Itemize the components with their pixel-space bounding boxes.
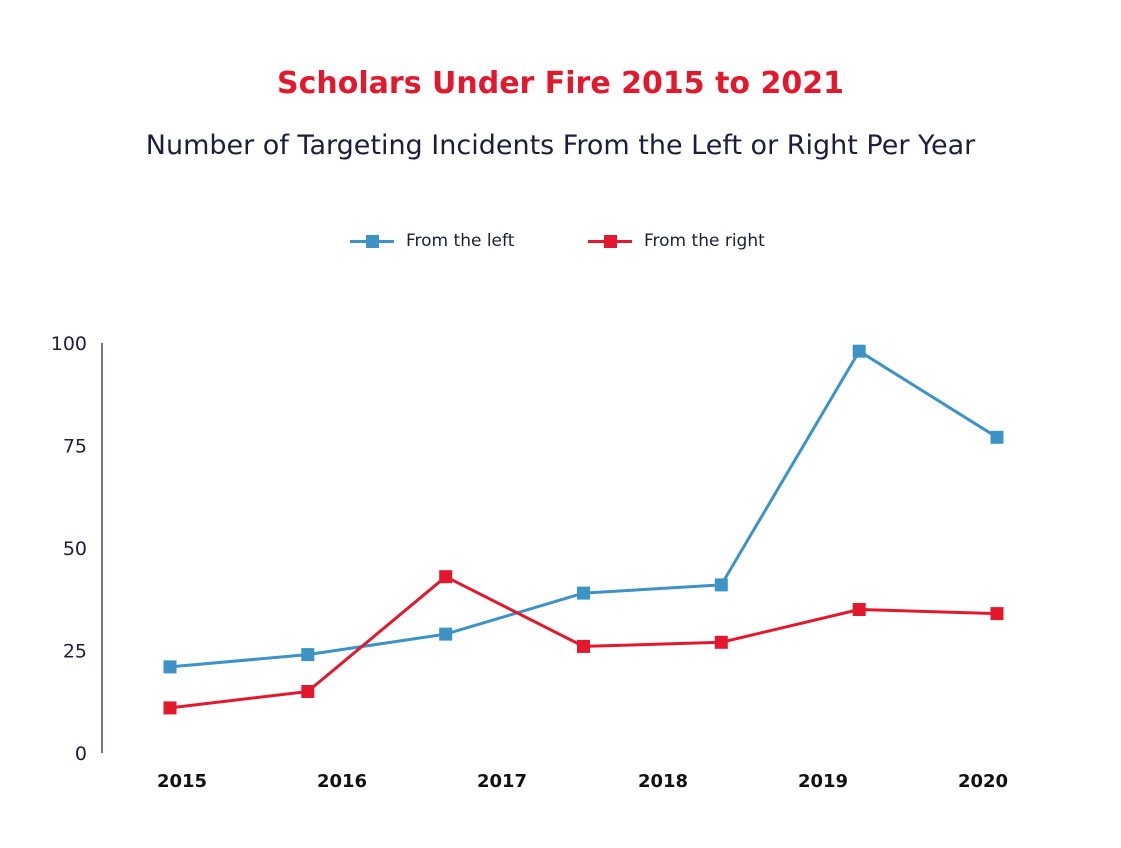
data-point — [439, 627, 453, 641]
series-right — [163, 570, 1004, 715]
data-point — [852, 603, 866, 616]
legend-label-left: From the left — [406, 231, 515, 251]
x-tick-label: 2017 — [477, 771, 527, 792]
data-point — [990, 607, 1004, 621]
y-tick-label: 50 — [63, 538, 87, 560]
y-tick-label: 0 — [75, 743, 87, 765]
chart-subtitle: Number of Targeting Incidents From the L… — [145, 130, 976, 161]
data-point — [852, 344, 866, 358]
data-point — [301, 685, 315, 698]
y-tick-label: 100 — [51, 333, 87, 355]
legend-item-right: From the right — [588, 226, 765, 256]
legend-item-left: From the left — [350, 226, 514, 256]
data-point — [301, 648, 315, 662]
data-point — [163, 701, 177, 715]
chart-axes: 0 25 50 75 100 2015 2016 2017 2018 2019 2020 — [51, 333, 1008, 792]
chart-series — [163, 344, 1004, 715]
x-tick-label: 2020 — [958, 771, 1008, 792]
x-tick-label: 2015 — [157, 771, 207, 792]
legend-swatch-right — [588, 226, 632, 256]
legend-label-right: From the right — [644, 231, 765, 251]
data-point — [439, 570, 453, 584]
data-point — [990, 430, 1004, 444]
data-point — [577, 586, 590, 600]
chart-title: Scholars Under Fire 2015 to 2021 — [277, 66, 844, 101]
y-tick-label: 75 — [63, 436, 87, 458]
data-point — [714, 635, 728, 649]
chart-legend: From the left From the right — [0, 226, 1121, 256]
data-point — [163, 660, 177, 674]
data-point — [577, 639, 590, 653]
x-tick-label: 2018 — [638, 771, 688, 792]
data-point — [714, 578, 728, 592]
series-left — [163, 344, 1004, 674]
legend-swatch-left — [350, 226, 394, 256]
series-line — [169, 349, 998, 669]
x-tick-label: 2016 — [317, 771, 367, 792]
x-tick-label: 2019 — [798, 771, 848, 792]
y-tick-label: 25 — [63, 641, 87, 663]
